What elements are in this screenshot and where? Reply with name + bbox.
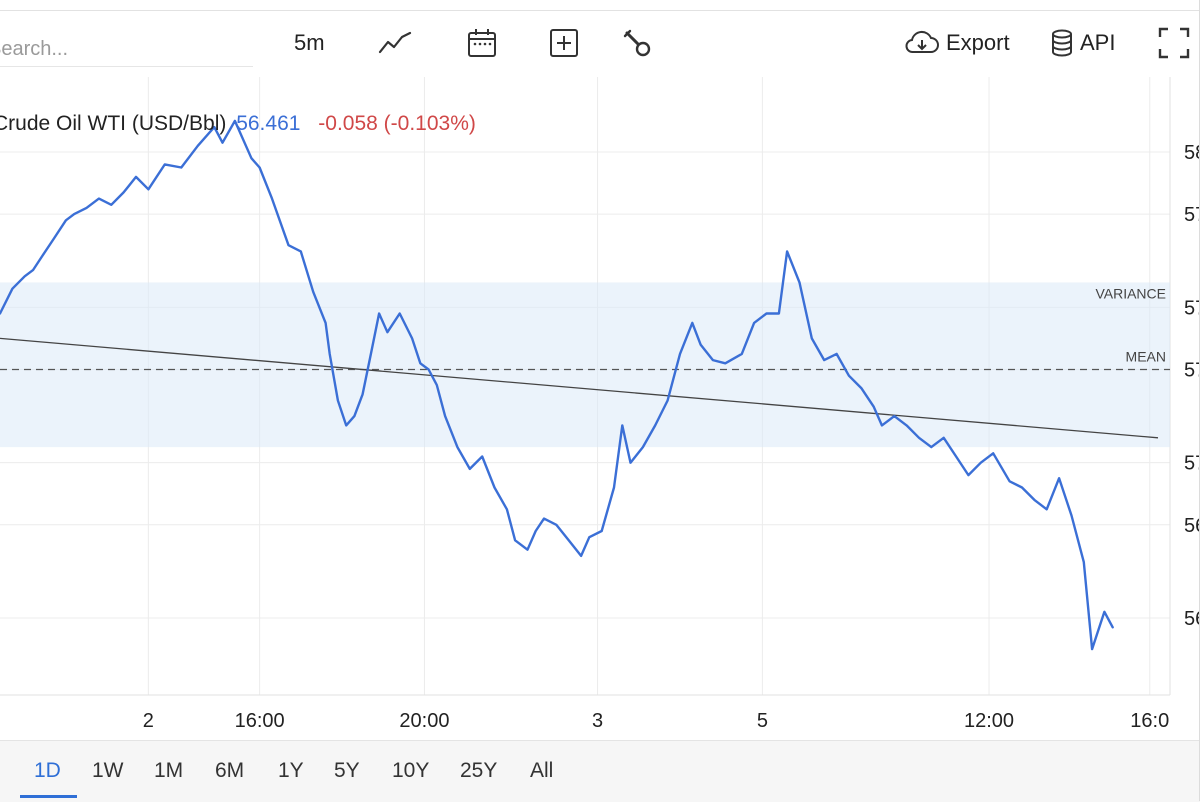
x-tick-label: 2 xyxy=(143,710,154,732)
variance-band xyxy=(0,282,1170,448)
chart-toolbar: 5m xyxy=(0,11,1200,77)
time-range-bar: 1D 1W 1M 6M 1Y 5Y 10Y 25Y All xyxy=(0,740,1200,802)
plus-square-icon xyxy=(549,28,579,58)
trend-line xyxy=(0,337,1159,439)
fullscreen-icon xyxy=(1158,27,1190,59)
range-button-1w[interactable]: 1W xyxy=(92,759,124,782)
export-label: Export xyxy=(946,30,1010,55)
instrument-name: Crude Oil WTI (USD/Bbl) xyxy=(0,112,227,135)
variance-band-layer: VARIANCE xyxy=(0,282,1170,448)
range-button-6m[interactable]: 6M xyxy=(215,759,245,782)
database-icon xyxy=(1050,28,1074,58)
y-tick-label: 56 xyxy=(1184,515,1200,537)
add-indicator-button[interactable] xyxy=(549,23,579,63)
chart-type-button[interactable] xyxy=(378,23,412,63)
reference-lines-layer: MEAN xyxy=(0,337,1170,439)
series-layer xyxy=(0,119,1114,651)
range-button-10y[interactable]: 10Y xyxy=(392,759,430,782)
range-button-1m[interactable]: 1M xyxy=(154,759,184,782)
fullscreen-button[interactable] xyxy=(1158,23,1190,63)
date-range-button[interactable] xyxy=(466,23,498,63)
x-tick-label: 16:0 xyxy=(1130,710,1169,732)
chart-legend: Crude Oil WTI (USD/Bbl) 56.461 -0.058 (-… xyxy=(0,112,476,136)
line-chart-icon xyxy=(378,30,412,56)
range-button-1d[interactable]: 1D xyxy=(34,759,61,782)
cloud-download-icon xyxy=(904,30,940,56)
y-tick-label: 57 xyxy=(1184,453,1200,475)
last-price: 56.461 xyxy=(236,112,301,135)
active-range-underline xyxy=(20,795,77,798)
y-tick-label: 57 xyxy=(1184,359,1200,381)
range-button-all[interactable]: All xyxy=(530,759,554,782)
range-button-1y[interactable]: 1Y xyxy=(278,759,304,782)
wrench-icon xyxy=(622,28,652,58)
y-tick-label: 57 xyxy=(1184,204,1200,226)
api-button[interactable]: API xyxy=(1050,23,1115,63)
x-tick-label: 5 xyxy=(757,710,768,732)
settings-button[interactable] xyxy=(622,23,652,63)
range-button-5y[interactable]: 5Y xyxy=(334,759,360,782)
y-tick-label: 56 xyxy=(1184,608,1200,630)
x-tick-label: 16:00 xyxy=(235,710,285,732)
y-tick-label: 58 xyxy=(1184,142,1200,164)
search-input[interactable] xyxy=(0,32,253,67)
export-button[interactable]: Export xyxy=(904,23,1010,63)
interval-label: 5m xyxy=(294,30,325,55)
range-button-25y[interactable]: 25Y xyxy=(460,759,498,782)
axis-layer: 2 16:00 20:00 3 5 12:00 16:0 58 57 57 57 57 56 56 xyxy=(143,142,1200,732)
x-tick-label: 3 xyxy=(592,710,603,732)
calendar-icon xyxy=(466,27,498,59)
interval-button[interactable]: 5m xyxy=(294,23,325,63)
top-border xyxy=(0,0,1200,11)
variance-label: VARIANCE xyxy=(1095,285,1166,301)
x-tick-label: 20:00 xyxy=(399,710,449,732)
price-change: -0.058 (-0.103%) xyxy=(318,112,476,135)
y-tick-label: 57 xyxy=(1184,297,1200,319)
price-chart[interactable]: VARIANCE MEAN 2 16:00 20:00 3 5 12:00 16:0 58 57… xyxy=(0,77,1200,737)
chart-svg: VARIANCE MEAN 2 16:00 20:00 3 5 12:00 16:0 58 57… xyxy=(0,77,1200,732)
x-tick-label: 12:00 xyxy=(964,710,1014,732)
api-label: API xyxy=(1080,30,1116,55)
mean-label: MEAN xyxy=(1126,348,1166,364)
price-series-line xyxy=(0,119,1114,651)
